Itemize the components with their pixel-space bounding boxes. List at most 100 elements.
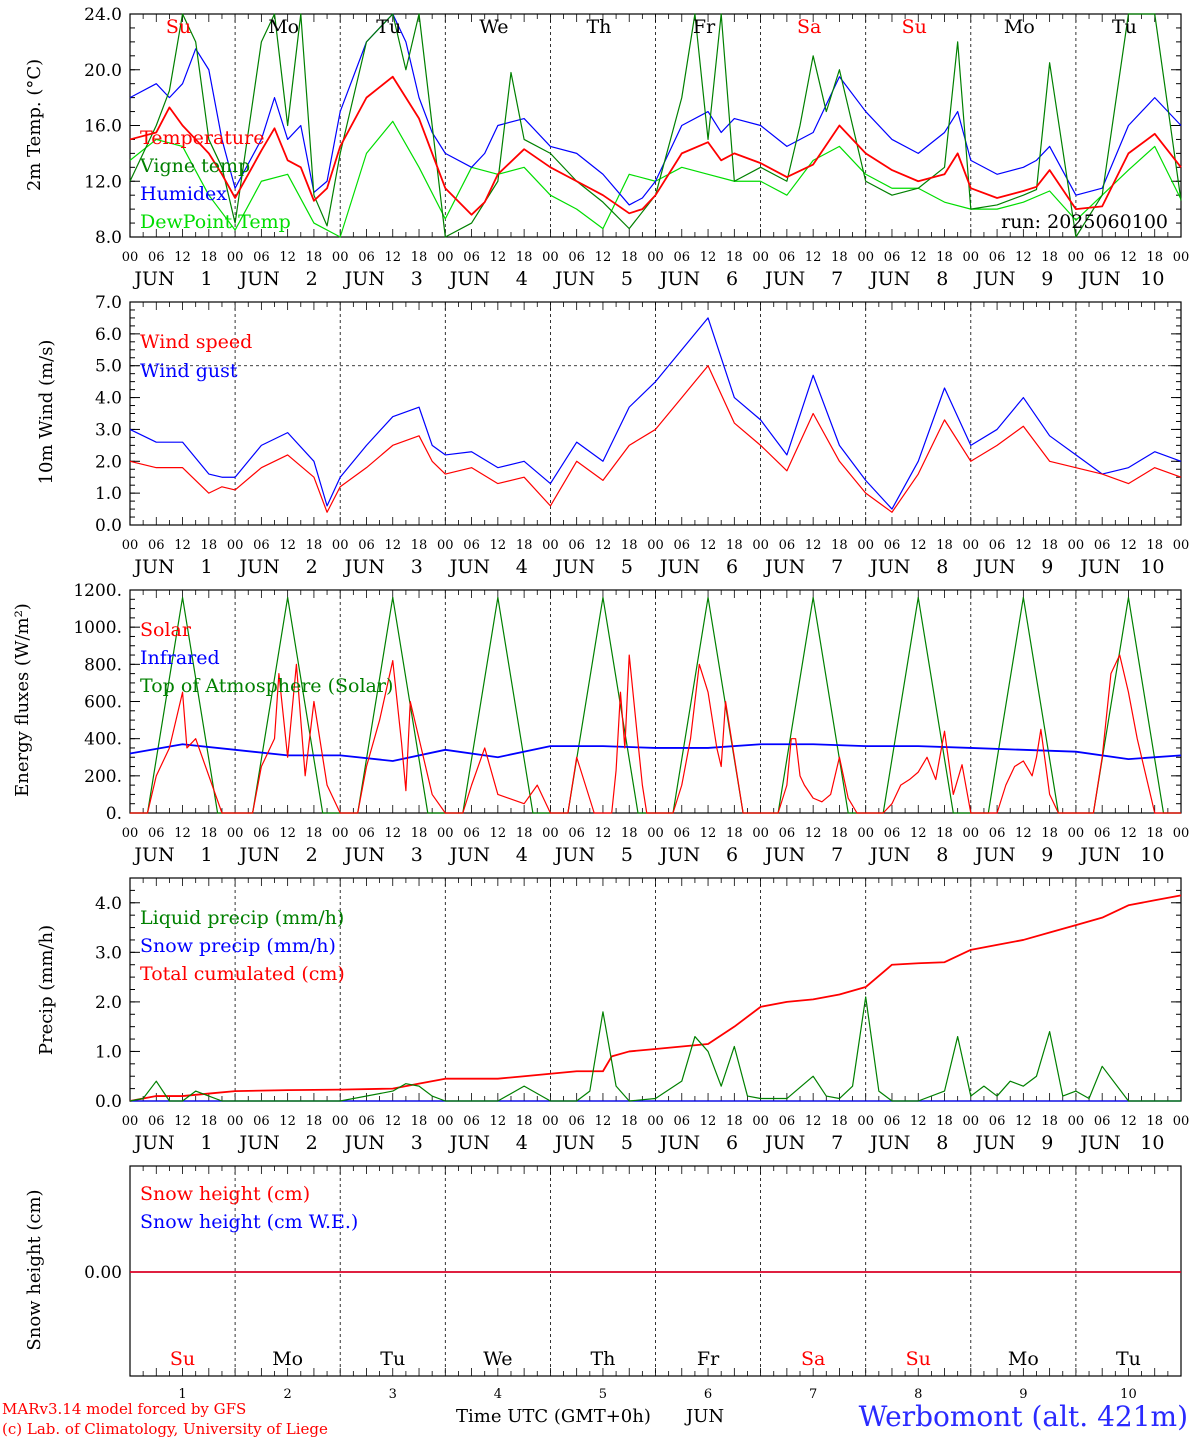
panel3-month-label: JUN xyxy=(1078,844,1120,866)
panel2-hour-label: 00 xyxy=(227,538,244,553)
day-number-label: 6 xyxy=(704,1387,712,1402)
panel4-day-label: 4 xyxy=(516,1132,528,1154)
panel4-month-label: JUN xyxy=(1078,1132,1120,1154)
panel4-y-tick-label: 0.0 xyxy=(95,1092,122,1112)
panel3-hour-label: 00 xyxy=(1068,826,1085,841)
weekday-label-bottom: Su xyxy=(906,1348,931,1370)
panel1-hour-label: 00 xyxy=(647,250,664,265)
panel3-hour-label: 12 xyxy=(1120,826,1137,841)
panel3-hour-label: 06 xyxy=(989,826,1006,841)
panel3-hour-label: 18 xyxy=(936,826,953,841)
panel4-y-tick-label: 2.0 xyxy=(95,993,122,1013)
run-label: run: 2025060100 xyxy=(1001,211,1168,233)
panel1-day-label: 3 xyxy=(411,268,423,290)
panel3-hour-label: 12 xyxy=(805,826,822,841)
panel1-day-label: 1 xyxy=(201,268,213,290)
panel1-hour-label: 18 xyxy=(1146,250,1163,265)
panel2-day-label: 6 xyxy=(726,556,738,578)
panel4-day-label: 1 xyxy=(201,1132,213,1154)
panel2-hour-label: 06 xyxy=(568,538,585,553)
panel1-hour-label: 12 xyxy=(1120,250,1137,265)
panel4-hour-label: 18 xyxy=(831,1114,848,1129)
panel2-day-label: 8 xyxy=(936,556,948,578)
panel3-frame xyxy=(129,589,1182,814)
panel3-month-label: JUN xyxy=(448,844,490,866)
panel1-hour-label: 12 xyxy=(595,250,612,265)
day-number-label: 9 xyxy=(1019,1387,1027,1402)
panel4-hour-label: 00 xyxy=(122,1114,139,1129)
panel1-y-tick-label: 16.0 xyxy=(84,117,122,137)
series-line-total-cumulated-cm- xyxy=(129,894,1182,1102)
panel1-day-label: 8 xyxy=(936,268,948,290)
panel1-hour-label: 06 xyxy=(568,250,585,265)
panel3-day-label: 1 xyxy=(201,844,213,866)
panel4-month-label: JUN xyxy=(132,1132,174,1154)
panel1-y-axis-label: 2m Temp. (°C) xyxy=(24,59,45,191)
day-number-label: 4 xyxy=(494,1387,502,1402)
panel1-day-label: 5 xyxy=(621,268,633,290)
series-line-solar xyxy=(130,654,1181,814)
panel1-hour-label: 06 xyxy=(674,250,691,265)
panel3-hour-label: 12 xyxy=(174,826,191,841)
series-line-temperature xyxy=(129,75,1182,216)
panel2-hour-label: 12 xyxy=(384,538,401,553)
legend-snow-height-cm-w-e-: Snow height (cm W.E.) xyxy=(140,1211,358,1233)
panel4-hour-label: 12 xyxy=(279,1114,296,1129)
panel1-hour-label: 00 xyxy=(122,250,139,265)
panel4-hour-label: 06 xyxy=(148,1114,165,1129)
panel3-y-axis-label: Energy fluxes (W/m²) xyxy=(12,603,33,797)
panel3-hour-label: 12 xyxy=(1015,826,1032,841)
panel3-hour-label: 12 xyxy=(279,826,296,841)
panel3-hour-label: 06 xyxy=(463,826,480,841)
weekday-label-bottom: Tu xyxy=(380,1348,405,1370)
panel2-hour-label: 12 xyxy=(805,538,822,553)
panel4-hour-label: 06 xyxy=(463,1114,480,1129)
panel3-hour-label: 12 xyxy=(700,826,717,841)
panel4-hour-label: 18 xyxy=(411,1114,428,1129)
panel3-hour-label: 18 xyxy=(1146,826,1163,841)
panel3-month-label: JUN xyxy=(763,844,805,866)
panel2-hour-label: 00 xyxy=(857,538,874,553)
panel4-hour-label: 00 xyxy=(963,1114,980,1129)
legend-snow-height-cm-: Snow height (cm) xyxy=(140,1183,310,1205)
panel1-day-label: 4 xyxy=(516,268,528,290)
panel3-hour-label: 18 xyxy=(201,826,218,841)
panel2-y-tick-label: 3.0 xyxy=(95,420,122,440)
panel3-day-label: 2 xyxy=(306,844,318,866)
panel4-month-label: JUN xyxy=(343,1132,385,1154)
panel2-hour-label: 00 xyxy=(542,538,559,553)
panel2-y-axis-label: 10m Wind (m/s) xyxy=(36,340,57,485)
panel3-day-label: 6 xyxy=(726,844,738,866)
panel3-day-label: 7 xyxy=(831,844,843,866)
panel2-month-label: JUN xyxy=(553,556,595,578)
panel4-hour-label: 12 xyxy=(174,1114,191,1129)
panel3-day-label: 10 xyxy=(1140,844,1164,866)
panel1-month-label: JUN xyxy=(1078,268,1120,290)
panel3-y-tick-label: 600. xyxy=(84,693,122,713)
panel2-month-label: JUN xyxy=(658,556,700,578)
panel1-hour-label: 06 xyxy=(463,250,480,265)
panel4-hour-label: 06 xyxy=(1094,1114,1111,1129)
panel2-month-label: JUN xyxy=(1078,556,1120,578)
panel2-hour-label: 00 xyxy=(437,538,454,553)
panel2-hour-label: 06 xyxy=(463,538,480,553)
panel2-hour-label: 12 xyxy=(595,538,612,553)
panel1-hour-label: 06 xyxy=(779,250,796,265)
legend-liquid-precip-mm-h-: Liquid precip (mm/h) xyxy=(140,907,344,929)
panel1-day-label: 6 xyxy=(726,268,738,290)
panel1-y-tick-label: 12.0 xyxy=(84,172,122,192)
weekday-label-bottom: Mo xyxy=(272,1348,303,1370)
panel1-hour-label: 00 xyxy=(752,250,769,265)
weekday-label-top: Sa xyxy=(797,16,821,38)
panel4-month-label: JUN xyxy=(658,1132,700,1154)
panel1-month-label: JUN xyxy=(553,268,595,290)
panel2-hour-label: 06 xyxy=(884,538,901,553)
weekday-label-top: We xyxy=(479,16,508,38)
panel2-month-label: JUN xyxy=(868,556,910,578)
panel4-hour-label: 12 xyxy=(910,1114,927,1129)
panel1-y-tick-label: 24.0 xyxy=(84,5,122,25)
legend-wind-speed: Wind speed xyxy=(140,331,252,353)
panel4-y-tick-label: 3.0 xyxy=(95,943,122,963)
weekday-label-bottom: Tu xyxy=(1116,1348,1141,1370)
panel2-hour-label: 18 xyxy=(936,538,953,553)
